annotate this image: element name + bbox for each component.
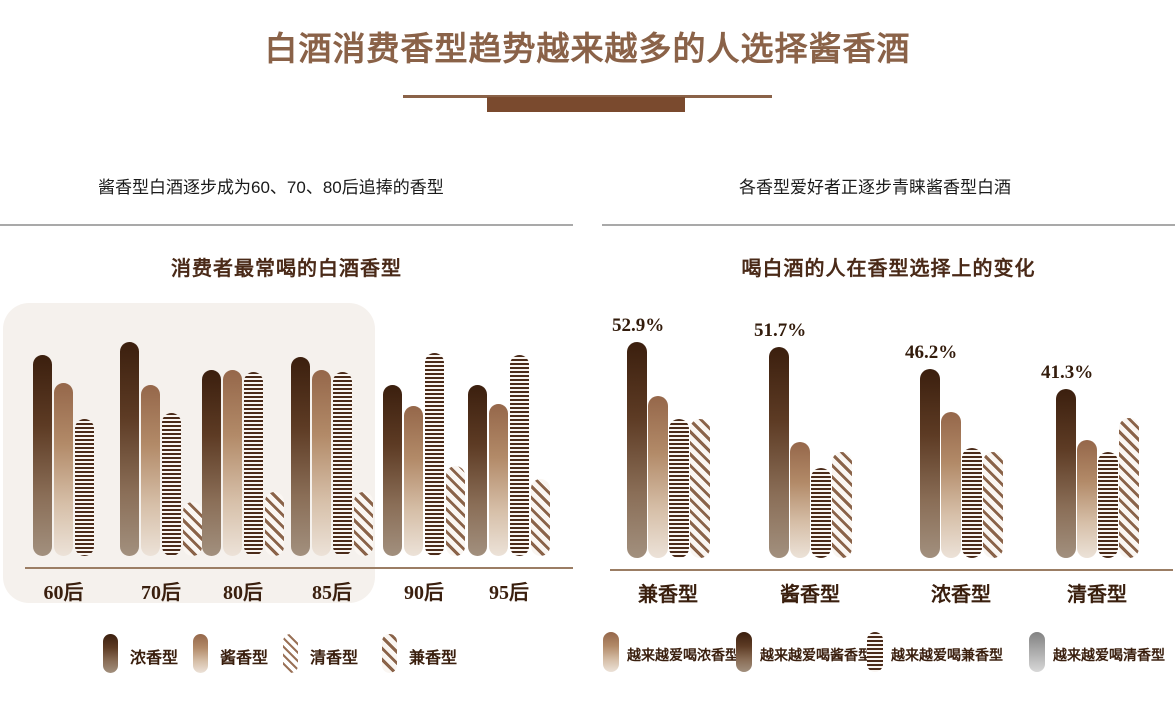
value-label-酱香型: 51.7% xyxy=(754,320,807,341)
left-axis-line xyxy=(25,567,573,569)
bar-60后-清香型 xyxy=(75,419,94,556)
bar-清香型-越来越爱喝兼香型 xyxy=(1098,452,1118,558)
right-chart-title: 喝白酒的人在香型选择上的变化 xyxy=(741,258,1036,280)
category-label-95后: 95后 xyxy=(489,582,529,604)
left-subtitle: 酱香型白酒逐步成为60、70、80后追捧的香型 xyxy=(98,178,444,197)
bar-95后-兼香型 xyxy=(531,479,550,556)
right-legend-swatch-越来越爱喝浓香型 xyxy=(603,632,619,672)
category-label-85后: 85后 xyxy=(312,582,352,604)
bar-清香型-越来越爱喝浓香型 xyxy=(1077,440,1097,558)
bar-95后-浓香型 xyxy=(468,385,487,556)
bar-85后-兼香型 xyxy=(354,492,373,556)
bar-清香型-越来越爱喝酱香型 xyxy=(1056,389,1076,558)
category-label-兼香型: 兼香型 xyxy=(638,584,698,606)
bar-70后-酱香型 xyxy=(141,385,160,556)
value-label-浓香型: 46.2% xyxy=(905,342,958,363)
left-legend-swatch-酱香型 xyxy=(193,634,208,673)
right-legend-swatch-越来越爱喝清香型 xyxy=(1029,632,1045,672)
left-legend-label-浓香型: 浓香型 xyxy=(130,650,179,667)
right-subtitle: 各香型爱好者正逐步青睐酱香型白酒 xyxy=(739,178,1011,197)
bar-80后-清香型 xyxy=(244,372,263,556)
bar-90后-酱香型 xyxy=(404,406,423,556)
bar-80后-兼香型 xyxy=(265,492,284,556)
category-label-80后: 80后 xyxy=(223,582,263,604)
bar-70后-兼香型 xyxy=(183,502,202,556)
bar-85后-酱香型 xyxy=(312,370,331,556)
category-label-清香型: 清香型 xyxy=(1067,584,1127,606)
bar-酱香型-越来越爱喝兼香型 xyxy=(811,468,831,558)
bar-90后-兼香型 xyxy=(446,466,465,556)
right-legend-label-越来越爱喝酱香型: 越来越爱喝酱香型 xyxy=(760,649,872,664)
category-label-60后: 60后 xyxy=(43,582,84,604)
right-top-rule xyxy=(602,224,1175,226)
title-divider xyxy=(403,95,772,115)
bar-80后-浓香型 xyxy=(202,370,221,556)
left-legend-label-酱香型: 酱香型 xyxy=(220,650,269,667)
left-legend-swatch-浓香型 xyxy=(103,634,118,673)
bar-兼香型-越来越爱喝清香型 xyxy=(690,419,710,558)
bar-90后-清香型 xyxy=(425,353,444,556)
bar-95后-清香型 xyxy=(510,355,529,556)
category-label-70后: 70后 xyxy=(141,582,181,604)
left-legend-label-兼香型: 兼香型 xyxy=(409,650,458,667)
page-title: 白酒消费香型趋势越来越多的人选择酱香酒 xyxy=(264,30,911,67)
bar-浓香型-越来越爱喝清香型 xyxy=(983,452,1003,558)
value-label-清香型: 41.3% xyxy=(1041,362,1094,383)
bar-70后-浓香型 xyxy=(120,342,139,556)
right-legend-label-越来越爱喝清香型: 越来越爱喝清香型 xyxy=(1053,649,1165,664)
divider-block xyxy=(487,97,685,112)
bar-清香型-越来越爱喝清香型 xyxy=(1119,418,1139,558)
right-legend-label-越来越爱喝浓香型: 越来越爱喝浓香型 xyxy=(627,649,739,664)
right-legend-label-越来越爱喝兼香型: 越来越爱喝兼香型 xyxy=(891,649,1003,664)
bar-85后-清香型 xyxy=(333,372,352,556)
value-label-兼香型: 52.9% xyxy=(612,315,665,336)
bar-80后-酱香型 xyxy=(223,370,242,556)
bar-70后-清香型 xyxy=(162,413,181,556)
bar-酱香型-越来越爱喝酱香型 xyxy=(769,347,789,558)
bar-浓香型-越来越爱喝浓香型 xyxy=(941,412,961,558)
bar-酱香型-越来越爱喝清香型 xyxy=(832,452,852,558)
bar-兼香型-越来越爱喝兼香型 xyxy=(669,419,689,558)
bar-85后-浓香型 xyxy=(291,357,310,556)
bar-60后-酱香型 xyxy=(54,383,73,556)
left-chart-title: 消费者最常喝的白酒香型 xyxy=(171,258,402,280)
category-label-酱香型: 酱香型 xyxy=(780,584,840,606)
category-label-90后: 90后 xyxy=(404,582,444,604)
bar-兼香型-越来越爱喝酱香型 xyxy=(627,342,647,558)
left-legend-label-清香型: 清香型 xyxy=(310,650,359,667)
bar-浓香型-越来越爱喝酱香型 xyxy=(920,369,940,558)
bar-90后-浓香型 xyxy=(383,385,402,556)
left-legend-swatch-清香型 xyxy=(283,634,298,673)
category-label-浓香型: 浓香型 xyxy=(931,584,991,606)
bar-浓香型-越来越爱喝兼香型 xyxy=(962,448,982,558)
divider-line xyxy=(403,95,772,98)
bar-95后-酱香型 xyxy=(489,404,508,556)
right-legend-swatch-越来越爱喝酱香型 xyxy=(736,632,752,672)
left-top-rule xyxy=(0,224,573,226)
bar-兼香型-越来越爱喝浓香型 xyxy=(648,396,668,558)
left-legend-swatch-兼香型 xyxy=(382,634,397,673)
right-axis-line xyxy=(610,569,1173,571)
right-legend-swatch-越来越爱喝兼香型 xyxy=(867,632,883,672)
bar-酱香型-越来越爱喝浓香型 xyxy=(790,442,810,558)
bar-60后-浓香型 xyxy=(33,355,52,556)
